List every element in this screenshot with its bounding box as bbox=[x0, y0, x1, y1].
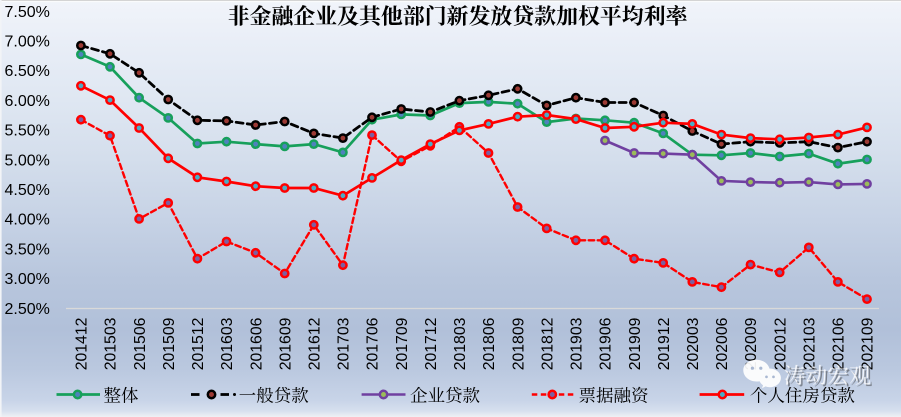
svg-text:201512: 201512 bbox=[190, 318, 207, 371]
svg-text:201612: 201612 bbox=[307, 318, 324, 371]
svg-text:4.00%: 4.00% bbox=[5, 212, 50, 229]
svg-text:201706: 201706 bbox=[365, 317, 382, 370]
svg-text:7.50%: 7.50% bbox=[5, 4, 50, 21]
svg-text:201909: 201909 bbox=[627, 317, 644, 370]
svg-text:202012: 202012 bbox=[772, 318, 789, 371]
svg-text:201506: 201506 bbox=[132, 317, 149, 370]
svg-text:202006: 202006 bbox=[714, 317, 731, 370]
svg-text:201503: 201503 bbox=[103, 317, 120, 370]
svg-text:202103: 202103 bbox=[802, 317, 819, 370]
svg-text:201606: 201606 bbox=[248, 317, 265, 370]
svg-text:6.00%: 6.00% bbox=[5, 93, 50, 110]
svg-text:201803: 201803 bbox=[452, 317, 469, 370]
svg-text:201609: 201609 bbox=[277, 317, 294, 370]
svg-text:7.00%: 7.00% bbox=[5, 34, 50, 51]
svg-text:201809: 201809 bbox=[510, 317, 527, 370]
svg-text:202009: 202009 bbox=[743, 317, 760, 370]
svg-text:6.50%: 6.50% bbox=[5, 63, 50, 80]
svg-text:201912: 201912 bbox=[656, 318, 673, 371]
svg-text:2.50%: 2.50% bbox=[5, 301, 50, 318]
svg-text:201806: 201806 bbox=[481, 317, 498, 370]
svg-text:202003: 202003 bbox=[685, 317, 702, 370]
svg-text:201603: 201603 bbox=[219, 317, 236, 370]
svg-text:4.50%: 4.50% bbox=[5, 182, 50, 199]
svg-text:201812: 201812 bbox=[539, 318, 556, 371]
svg-text:201712: 201712 bbox=[423, 318, 440, 371]
svg-text:201703: 201703 bbox=[336, 317, 353, 370]
svg-text:201509: 201509 bbox=[161, 317, 178, 370]
svg-text:3.50%: 3.50% bbox=[5, 241, 50, 258]
svg-text:202106: 202106 bbox=[831, 317, 848, 370]
svg-text:202109: 202109 bbox=[860, 317, 877, 370]
svg-text:201903: 201903 bbox=[569, 317, 586, 370]
svg-text:201906: 201906 bbox=[598, 317, 615, 370]
svg-text:5.00%: 5.00% bbox=[5, 152, 50, 169]
svg-text:201412: 201412 bbox=[74, 318, 91, 371]
svg-text:201709: 201709 bbox=[394, 317, 411, 370]
svg-text:3.00%: 3.00% bbox=[5, 271, 50, 288]
svg-text:5.50%: 5.50% bbox=[5, 123, 50, 140]
